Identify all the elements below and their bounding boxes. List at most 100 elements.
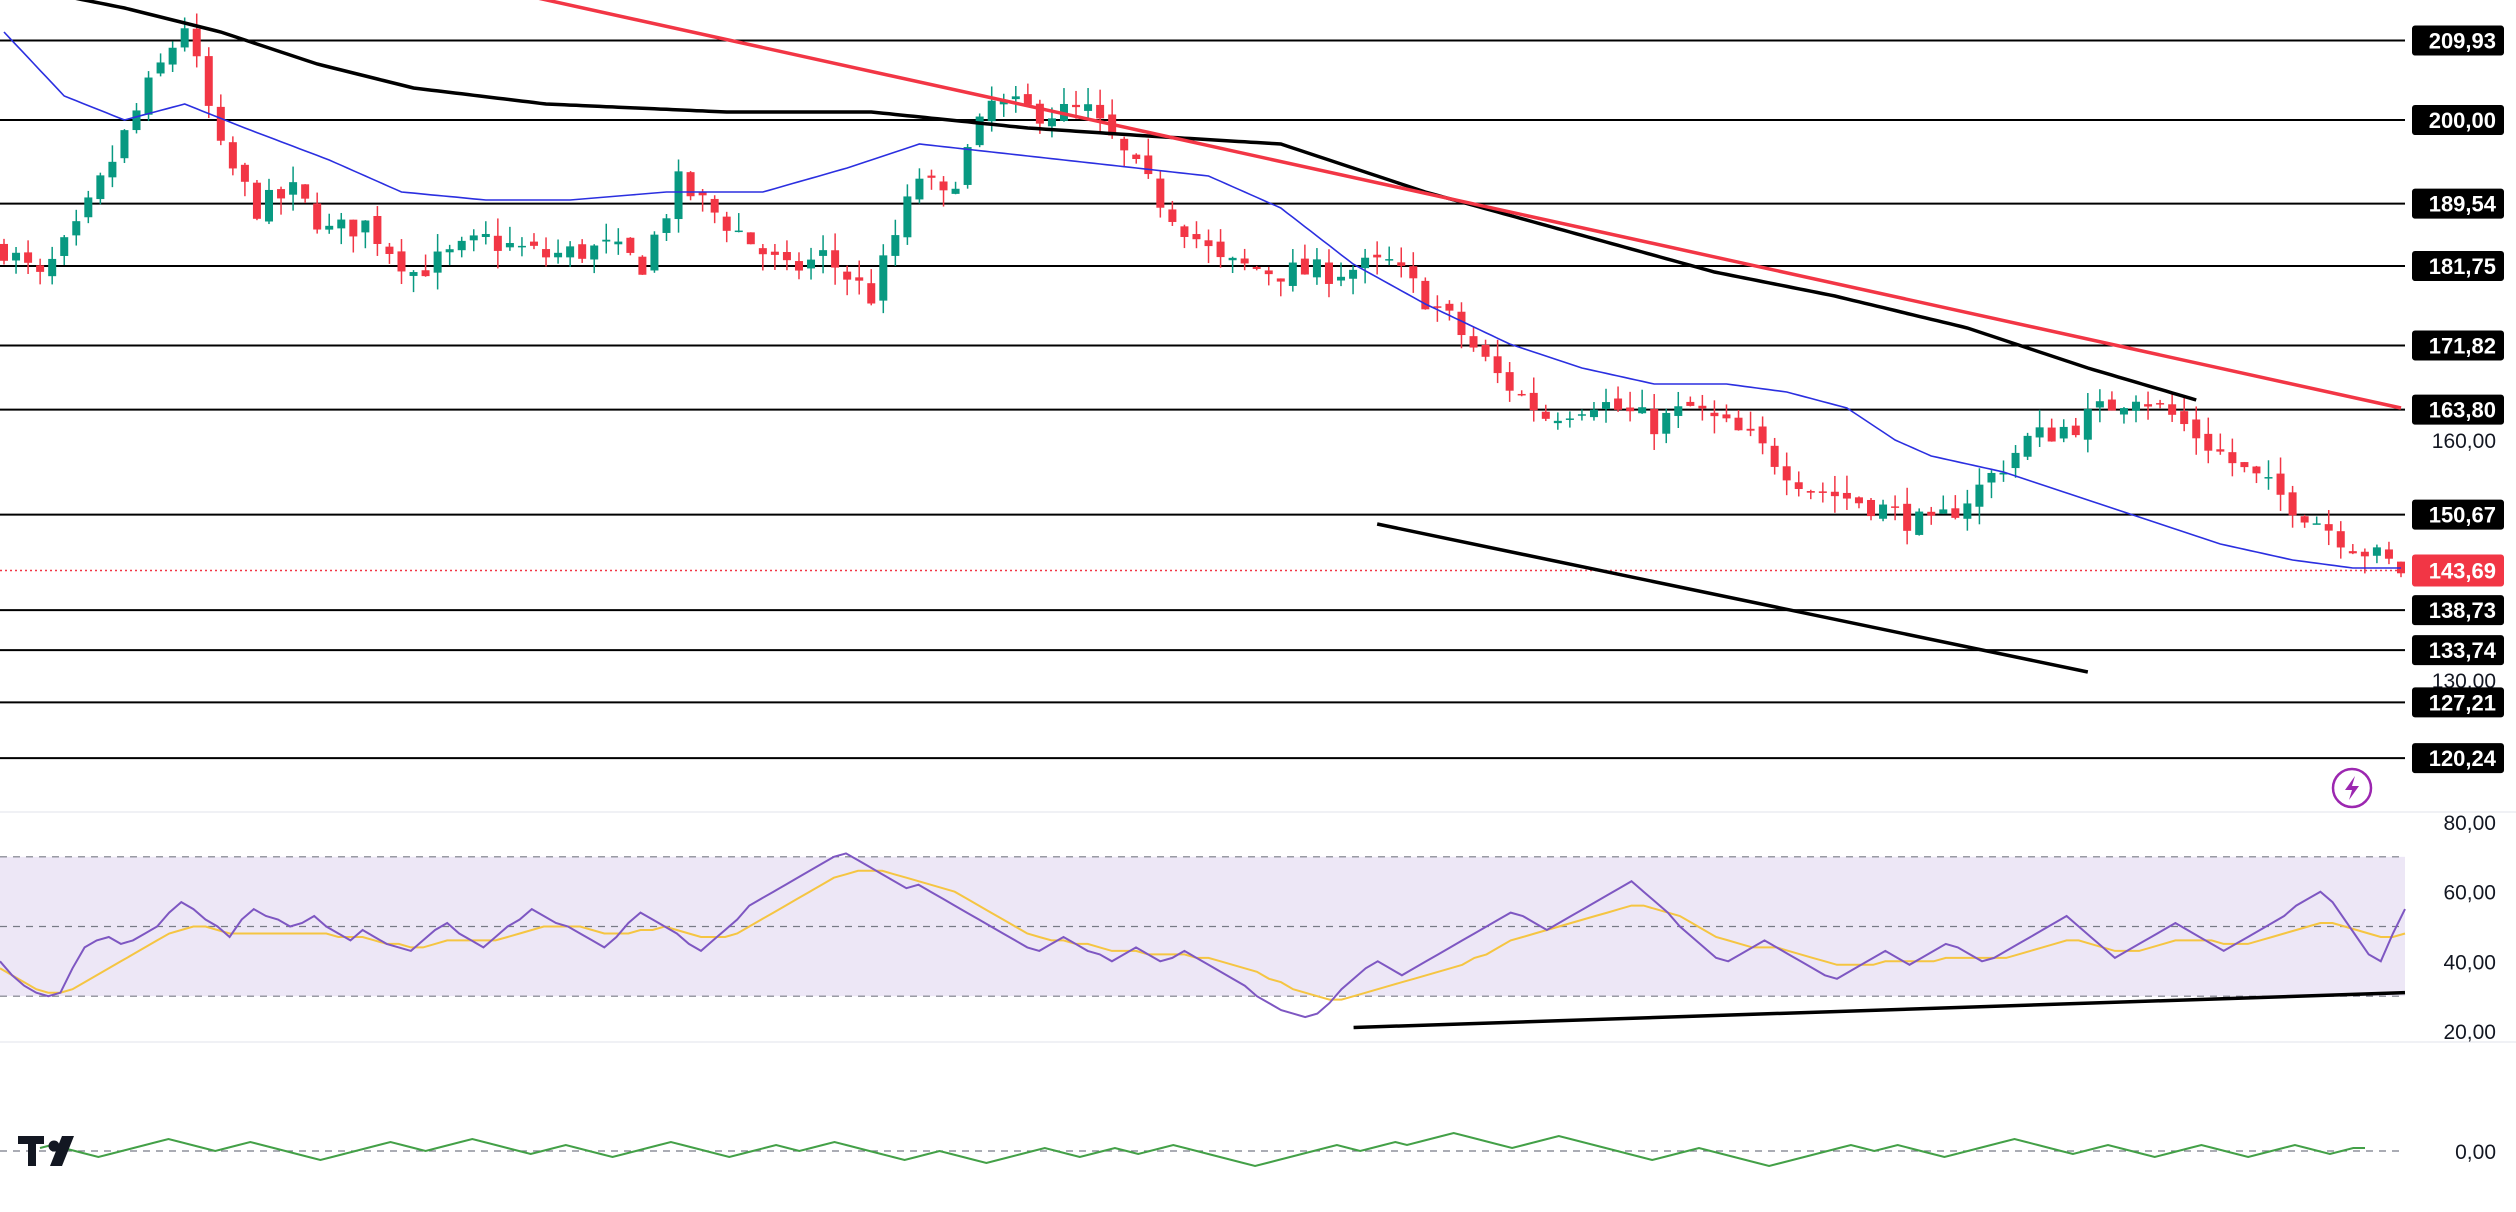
candle-body (614, 241, 623, 245)
candle-body (2384, 549, 2393, 559)
candle-body (1192, 234, 1201, 240)
candle-body (1818, 491, 1827, 493)
candle-body (1421, 280, 1430, 310)
candle-body (337, 219, 346, 229)
candle-body (1987, 472, 1996, 483)
level-label-box (2412, 25, 2504, 56)
candle-body (1565, 418, 1574, 420)
candle-body (1084, 104, 1093, 111)
candle-body (554, 252, 563, 258)
tradingview-logo-icon[interactable] (18, 1136, 74, 1166)
candle-body (301, 184, 310, 199)
candle-body (264, 189, 273, 222)
level-label: 189,54 (2429, 192, 2497, 217)
candle-body (602, 239, 611, 242)
candle-body (903, 196, 912, 238)
candle-body (1806, 491, 1815, 493)
rsi-panel[interactable]: 60,00 40,00 20,00 (0, 811, 2516, 1044)
candle-body (1300, 258, 1309, 275)
candle-body (2144, 404, 2153, 407)
candle-body (1867, 499, 1876, 517)
candle-body (1614, 398, 1623, 410)
candle-body (963, 147, 972, 185)
candle-body (24, 252, 33, 263)
candle-body (108, 161, 117, 178)
candle-body (1686, 401, 1695, 406)
candle-body (1517, 393, 1526, 396)
candle-body (542, 249, 551, 258)
candle-body (1011, 96, 1020, 100)
candle-body (1999, 472, 2008, 475)
current-price-box (2412, 554, 2504, 587)
lightning-icon[interactable] (2331, 767, 2373, 809)
candle-body (433, 251, 442, 273)
candle-body (626, 237, 635, 253)
candle-body (1903, 503, 1912, 531)
candle-body (2336, 531, 2345, 548)
candle-body (939, 181, 948, 191)
candle-body (734, 230, 743, 233)
candle-body (1276, 278, 1285, 282)
candle-body (1577, 414, 1586, 416)
level-label-box (2412, 595, 2504, 626)
candle-body (2288, 492, 2297, 516)
level-label-box (2412, 394, 2504, 425)
candle-body (48, 258, 57, 277)
candle-body (1457, 311, 1466, 336)
candle-body (2312, 523, 2321, 525)
candle-body (445, 249, 454, 253)
candle-body (1782, 466, 1791, 481)
candle-body (1096, 104, 1105, 119)
candle-body (975, 116, 984, 146)
candle-body (361, 220, 370, 233)
candle-body (1758, 426, 1767, 444)
level-label: 138,73 (2429, 598, 2496, 623)
candle-body (1385, 259, 1394, 261)
candle-body (1144, 155, 1153, 175)
resistance-trendline (538, 0, 2402, 410)
candle-body (2300, 516, 2309, 523)
oscillator-panel[interactable]: 0,00 (0, 1041, 2516, 1168)
candle-body (1794, 482, 1803, 490)
candle-body (180, 28, 189, 48)
candle-body (2240, 462, 2249, 468)
candle-body (686, 172, 695, 197)
level-label: 171,82 (2429, 333, 2496, 358)
candle-body (1891, 506, 1900, 508)
candle-body (2059, 426, 2068, 439)
candle-body (2360, 551, 2369, 557)
candle-body (2252, 466, 2261, 474)
candle-body (325, 225, 334, 230)
candle-body (1854, 497, 1863, 504)
candle-body (2132, 401, 2141, 411)
candle-body (421, 270, 430, 277)
candle-body (807, 259, 816, 269)
candle-body (1939, 509, 1948, 514)
level-label-box (2412, 330, 2504, 361)
rsi-ma-line (0, 869, 2406, 1001)
level-label: 120,24 (2429, 746, 2497, 771)
candle-body (228, 142, 237, 169)
candle-body (566, 246, 575, 258)
price-panel[interactable] (0, 0, 2405, 760)
candle-body (2216, 449, 2225, 452)
candle-body (1409, 266, 1418, 279)
osc-tick-label: 0,00 (2455, 1141, 2496, 1164)
candle-body (204, 56, 213, 106)
candle-body (1650, 409, 1659, 435)
candle-body (505, 243, 514, 248)
candle-body (1541, 411, 1550, 419)
candle-body (2276, 473, 2285, 495)
level-label-box (2412, 105, 2504, 135)
candle-body (831, 250, 840, 268)
candle-body (2156, 403, 2165, 405)
candle-body (469, 235, 478, 241)
support-trendline (1376, 522, 2089, 674)
candle-body (1589, 409, 1598, 418)
candle-body (252, 182, 261, 219)
candle-body (1553, 420, 1562, 424)
candle-body (722, 216, 731, 231)
candle-body (493, 235, 502, 251)
candle-body (1288, 262, 1297, 286)
